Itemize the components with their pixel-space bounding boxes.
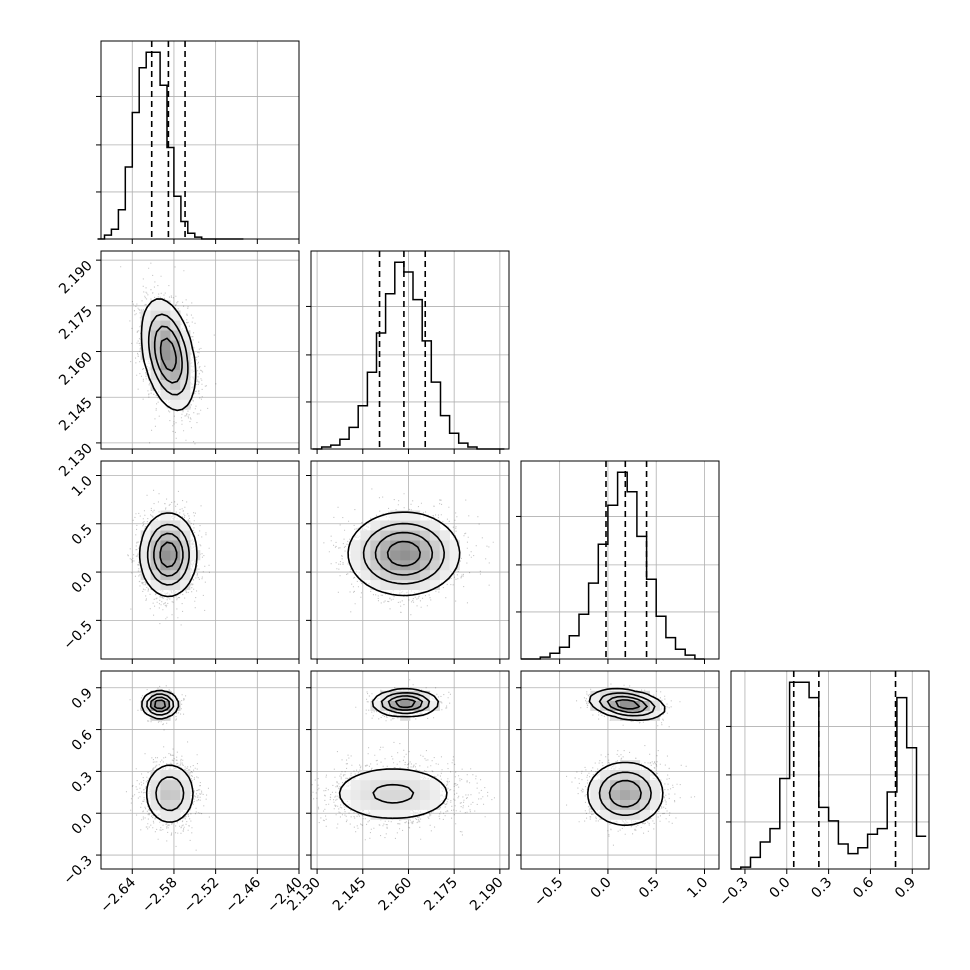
x-tick-label: 0.5 (636, 875, 663, 902)
contour-line (372, 783, 415, 804)
y-tick-label: 0.9 (69, 685, 96, 712)
contour-line (147, 313, 189, 396)
histogram-0 (96, 41, 299, 240)
density-3-2 (566, 683, 696, 846)
x-tick-label: 0.9 (892, 875, 919, 902)
y-tick-label: −0.3 (60, 853, 95, 888)
x-tick-label: 2.145 (330, 875, 370, 915)
y-tick-label: −0.5 (60, 618, 95, 653)
contour-line (159, 337, 177, 372)
contour-line (153, 532, 184, 577)
panel-frame (100, 40, 300, 240)
panel-frame (100, 250, 300, 450)
x-tick-label: 0.6 (850, 874, 877, 901)
contour-line (338, 768, 448, 820)
contour-line (159, 541, 178, 568)
density-3-0 (125, 685, 210, 851)
y-tick-label: 2.175 (56, 303, 96, 343)
histogram-step (521, 471, 705, 660)
panel-0-0 (131, 41, 258, 239)
y-tick-label: 2.160 (56, 349, 96, 389)
y-tick-label: 2.145 (56, 395, 96, 435)
panel-2-2 (559, 461, 705, 659)
x-tick-label: 1.0 (684, 875, 711, 902)
contour-line (140, 298, 197, 412)
y-tick-label: 2.190 (56, 258, 96, 298)
x-tick-label: −0.3 (716, 875, 751, 910)
density-2-1 (323, 488, 494, 616)
histogram-2 (516, 461, 719, 660)
contour-line (153, 325, 183, 384)
panel-frame (520, 460, 720, 660)
x-tick-label: −2.64 (97, 874, 139, 916)
histogram-step (97, 51, 244, 240)
contour-line (588, 687, 666, 722)
y-tick-label: 0.6 (69, 727, 96, 754)
x-tick-label: 0.3 (808, 875, 835, 902)
contour-line (153, 699, 167, 710)
contour-line (614, 699, 641, 710)
contour-line (374, 531, 434, 576)
contour-line (146, 523, 190, 586)
panel-1-0 (101, 251, 299, 449)
panel-frame (310, 250, 510, 450)
panel-frame (730, 670, 930, 870)
x-tick-label: −2.58 (139, 875, 181, 917)
y-tick-label: 0.3 (69, 769, 96, 796)
contour-line (598, 692, 656, 717)
contour-line (145, 764, 194, 823)
contour-line (608, 779, 642, 808)
histogram-3 (726, 671, 929, 870)
contour-line (394, 698, 417, 709)
y-tick-label: 0.0 (69, 811, 96, 838)
x-tick-label: 0.0 (588, 875, 615, 902)
panel-3-0 (101, 671, 299, 869)
x-tick-label: 0.0 (767, 875, 794, 902)
y-tick-label: 0.5 (69, 521, 96, 548)
contour-line (155, 776, 185, 812)
contour-line (606, 695, 649, 714)
x-tick-label: 2.175 (421, 875, 461, 915)
contour-line (362, 522, 446, 585)
panel-2-0 (101, 461, 299, 659)
y-tick-label: 2.130 (56, 440, 96, 480)
density-3-1 (311, 679, 509, 841)
contour-line (146, 693, 175, 716)
panel-3-3 (744, 671, 913, 869)
panel-1-1 (316, 251, 501, 449)
histogram-1 (306, 251, 509, 450)
histogram-step (731, 681, 927, 870)
contour-line (598, 771, 652, 816)
panel-frame (100, 460, 300, 660)
x-tick-label: 2.160 (376, 875, 416, 915)
contour-line (387, 695, 424, 711)
x-tick-label: 2.190 (467, 875, 507, 915)
panel-frame (520, 670, 720, 870)
contour-line (149, 696, 171, 713)
x-tick-label: −2.52 (181, 875, 223, 917)
panel-frame (100, 670, 300, 870)
x-tick-label: −0.5 (531, 875, 566, 910)
y-tick-label: 1.0 (69, 473, 96, 500)
panel-frame (310, 460, 510, 660)
panel-frame (310, 670, 510, 870)
y-tick-label: 0.0 (69, 570, 96, 597)
density-1-0 (120, 262, 217, 445)
histogram-step (312, 261, 505, 450)
density-2-0 (127, 489, 210, 626)
x-tick-label: −2.46 (222, 874, 264, 916)
contour-line (386, 540, 422, 567)
contour-line (380, 691, 431, 715)
